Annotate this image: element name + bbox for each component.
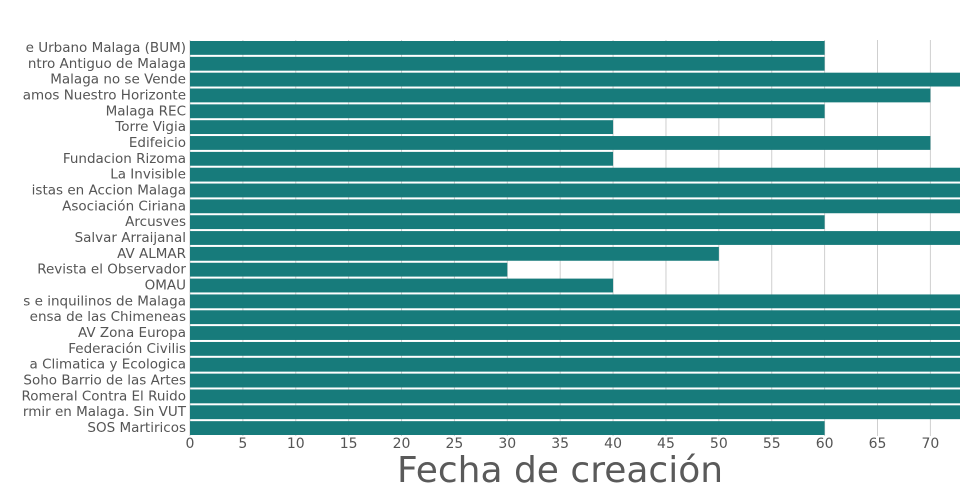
y-tick-label: e Urbano Malaga (BUM) [26, 40, 186, 56]
y-tick-label: Edifeicio [129, 135, 186, 151]
y-tick-label: s e inquilinos de Malaga [23, 293, 186, 309]
bar [190, 357, 960, 372]
y-tick-label: rmir en Malaga. Sin VUT [23, 404, 187, 420]
y-tick-label: Asociación Ciriana [62, 198, 186, 214]
bar [190, 136, 931, 150]
bar [190, 88, 931, 103]
bar [190, 104, 825, 119]
bar [190, 341, 960, 356]
bar [190, 215, 825, 230]
bar [190, 294, 960, 309]
bar [190, 199, 960, 214]
y-tick-label: Malaga REC [106, 103, 186, 119]
bar [190, 183, 960, 198]
y-tick-label: Arcusves [125, 214, 186, 230]
y-tick-label: amos Nuestro Horizonte [23, 87, 186, 103]
x-tick-label: 70 [921, 436, 939, 452]
labels: 0 5 10 15 20 25 30 35 40 45 50 55 60 65 70 e Urbano Mal… [22, 40, 940, 452]
bar [190, 56, 825, 71]
y-tick-label: AV ALMAR [117, 246, 186, 262]
bar [190, 120, 614, 135]
x-tick-label: 60 [816, 436, 834, 452]
bars [190, 41, 960, 435]
bar [190, 326, 960, 340]
bar [190, 167, 960, 182]
x-tick-label: 15 [340, 436, 358, 452]
bar [190, 41, 825, 55]
y-tick-label: SOS Martiricos [87, 420, 186, 436]
bar [190, 246, 719, 261]
x-tick-label: 20 [393, 436, 411, 452]
y-tick-label: AV Zona Europa [78, 325, 186, 341]
y-tick-label: Fundacion Rizoma [63, 151, 186, 167]
y-tick-label: a Climatica y Ecologica [30, 357, 186, 373]
bar [190, 72, 960, 87]
y-tick-label: Revista el Observador [37, 262, 186, 278]
x-tick-label: 0 [186, 436, 195, 452]
bar [190, 389, 960, 404]
y-tick-label: Salvar Arraijanal [75, 230, 186, 246]
x-tick-label: 40 [604, 436, 622, 452]
y-tick-label: Malaga no se Vende [50, 72, 186, 88]
x-axis-label: Fecha de creación [397, 450, 723, 491]
bar [190, 421, 825, 435]
bar [190, 151, 614, 166]
y-tick-label: Torre Vigia [114, 119, 186, 135]
y-tick-label: Federación Civilis [68, 341, 186, 357]
x-tick-label: 30 [498, 436, 516, 452]
y-tick-label: OMAU [145, 278, 186, 294]
x-tick-label: 50 [710, 436, 728, 452]
y-tick-label: ntro Antiguo de Malaga [28, 56, 186, 72]
bar [190, 231, 960, 245]
x-tick-label: 35 [551, 436, 569, 452]
bar [190, 405, 960, 420]
y-tick-label: Soho Barrio de las Artes [23, 373, 186, 389]
x-tick-label: 5 [238, 436, 247, 452]
y-tick-label: ensa de las Chimeneas [30, 309, 186, 325]
bar [190, 310, 960, 325]
bar [190, 373, 960, 388]
x-tick-label: 10 [287, 436, 305, 452]
bar [190, 262, 508, 277]
x-tick-label: 45 [657, 436, 675, 452]
x-tick-label: 55 [763, 436, 781, 452]
x-tick-label: 65 [869, 436, 887, 452]
y-tick-label: istas en Accion Malaga [32, 182, 186, 198]
x-tick-label: 25 [446, 436, 464, 452]
bar [190, 278, 614, 293]
y-tick-label: Romeral Contra El Ruido [22, 388, 187, 404]
y-tick-label: La Invisible [110, 167, 186, 183]
